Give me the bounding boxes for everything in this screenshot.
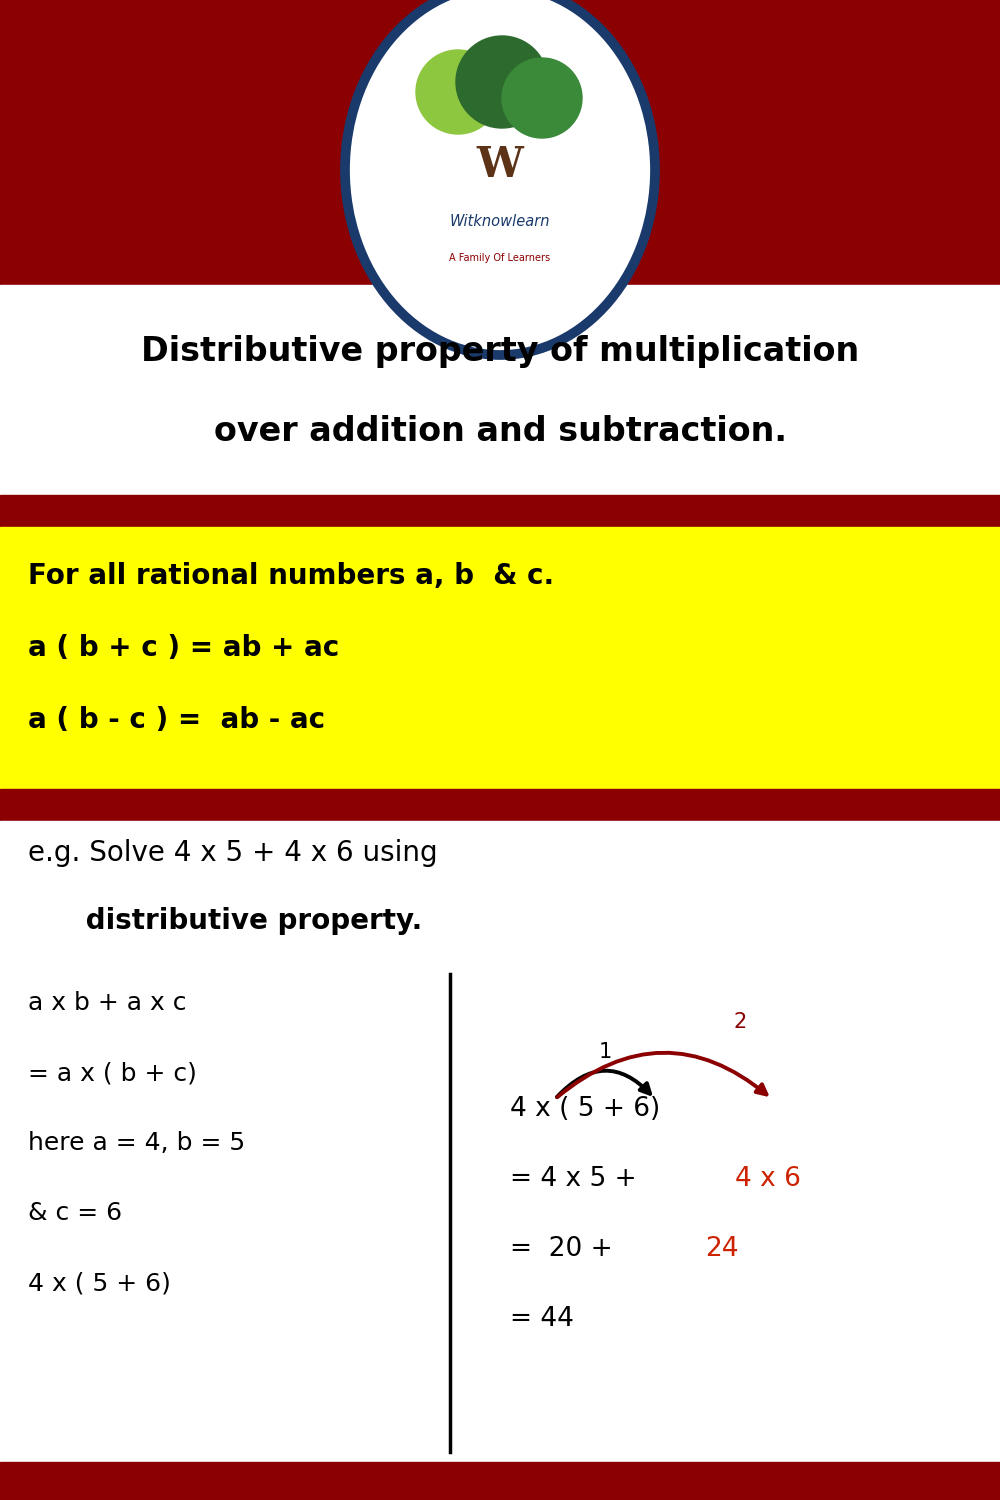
Bar — [0, 495, 1000, 526]
Text: =  20 +: = 20 + — [510, 1236, 621, 1262]
FancyArrowPatch shape — [557, 1071, 650, 1096]
Text: 2: 2 — [733, 1013, 747, 1032]
Text: over addition and subtraction.: over addition and subtraction. — [214, 416, 786, 448]
Text: a ( b + c ) = ab + ac: a ( b + c ) = ab + ac — [28, 634, 339, 662]
Text: = a x ( b + c): = a x ( b + c) — [28, 1060, 197, 1084]
Text: Distributive property of multiplication: Distributive property of multiplication — [141, 336, 859, 369]
Circle shape — [456, 36, 548, 128]
Text: 24: 24 — [705, 1236, 738, 1262]
Text: = 44: = 44 — [510, 1306, 574, 1332]
Text: 4 x ( 5 + 6): 4 x ( 5 + 6) — [510, 1096, 660, 1122]
Bar — [0, 0, 1000, 285]
Text: 1: 1 — [598, 1042, 612, 1062]
Text: a ( b - c ) =  ab - ac: a ( b - c ) = ab - ac — [28, 706, 325, 734]
Text: here a = 4, b = 5: here a = 4, b = 5 — [28, 1131, 245, 1155]
Circle shape — [502, 58, 582, 138]
Text: 4 x ( 5 + 6): 4 x ( 5 + 6) — [28, 1270, 171, 1294]
Ellipse shape — [345, 0, 655, 356]
Text: distributive property.: distributive property. — [28, 908, 422, 934]
Bar — [0, 821, 1000, 1462]
FancyArrowPatch shape — [557, 1053, 767, 1096]
Bar — [0, 1462, 1000, 1500]
Text: A Family Of Learners: A Family Of Learners — [449, 254, 551, 262]
Text: 4 x 6: 4 x 6 — [735, 1166, 801, 1192]
Text: W: W — [477, 144, 523, 186]
Text: a x b + a x c: a x b + a x c — [28, 992, 186, 1016]
Text: = 4 x 5 +: = 4 x 5 + — [510, 1166, 645, 1192]
Text: Witknowlearn: Witknowlearn — [450, 214, 550, 230]
Bar — [0, 526, 1000, 789]
Text: & c = 6: & c = 6 — [28, 1202, 122, 1225]
Text: For all rational numbers a, b  & c.: For all rational numbers a, b & c. — [28, 562, 554, 590]
Bar — [0, 285, 1000, 495]
Circle shape — [416, 50, 500, 134]
Text: e.g. Solve 4 x 5 + 4 x 6 using: e.g. Solve 4 x 5 + 4 x 6 using — [28, 839, 438, 867]
Bar — [0, 789, 1000, 820]
